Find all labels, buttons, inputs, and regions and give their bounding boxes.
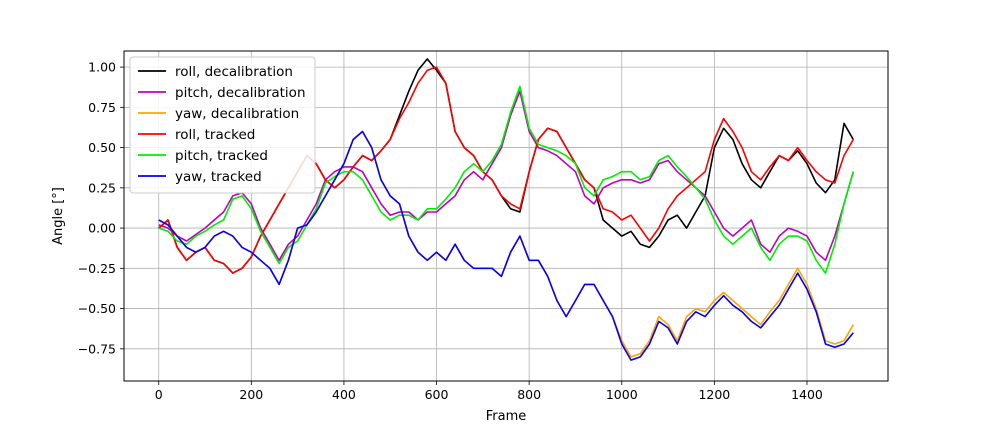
legend-label: yaw, tracked	[175, 169, 262, 185]
y-tick-label: −0.50	[78, 301, 116, 316]
x-tick-label: 0	[155, 387, 163, 402]
y-tick-label: 0.50	[88, 140, 116, 155]
legend: roll, decalibration pitch, decalibration y…	[129, 56, 316, 194]
y-tick-label: −0.25	[78, 261, 116, 276]
y-tick-label: 1.00	[88, 60, 116, 75]
plot-frame	[123, 50, 889, 382]
y-axis-ticks: −0.75 −0.50 −0.25 0.00 0.25 0.50 0.75 1.00	[78, 60, 124, 356]
series-pitch-tracked	[158, 85, 855, 274]
x-tick-label: 600	[425, 387, 449, 402]
series-pitch-decalibration	[158, 90, 855, 262]
legend-box	[129, 56, 316, 194]
legend-label: roll, decalibration	[175, 64, 293, 80]
grid	[124, 51, 888, 381]
y-tick-label: −0.75	[78, 341, 116, 356]
x-tick-label: 200	[239, 387, 263, 402]
legend-label: yaw, decalibration	[175, 106, 299, 122]
y-axis-label: Angle [°]	[51, 187, 66, 245]
series-yaw-tracked	[158, 130, 854, 361]
x-tick-label: 1400	[791, 387, 823, 402]
x-tick-label: 1000	[606, 387, 638, 402]
y-tick-label: 0.75	[88, 100, 116, 115]
series-roll-tracked	[158, 66, 854, 274]
x-axis-label: Frame	[486, 409, 527, 424]
y-tick-label: 0.00	[88, 221, 116, 236]
x-axis-ticks: 0 200 400 600 800 1000 1200 1400	[155, 381, 823, 402]
x-tick-label: 1200	[698, 387, 730, 402]
x-tick-label: 800	[517, 387, 541, 402]
series-lines	[158, 58, 855, 361]
x-tick-label: 400	[332, 387, 356, 402]
legend-label: roll, tracked	[175, 127, 255, 143]
y-tick-label: 0.25	[88, 180, 116, 195]
legend-label: pitch, tracked	[175, 148, 268, 164]
legend-label: pitch, decalibration	[175, 85, 306, 101]
